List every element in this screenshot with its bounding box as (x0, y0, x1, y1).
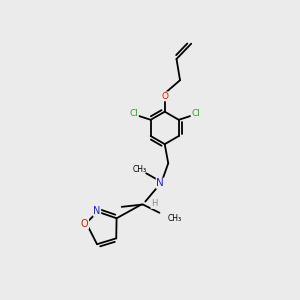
Text: Cl: Cl (191, 110, 200, 118)
Text: O: O (161, 92, 168, 101)
Text: CH₃: CH₃ (133, 165, 147, 174)
Text: O: O (81, 219, 88, 229)
Text: N: N (156, 178, 164, 188)
Text: CH₃: CH₃ (167, 214, 182, 223)
Text: N: N (93, 206, 101, 216)
Text: H: H (151, 200, 157, 208)
Text: Cl: Cl (130, 110, 138, 118)
